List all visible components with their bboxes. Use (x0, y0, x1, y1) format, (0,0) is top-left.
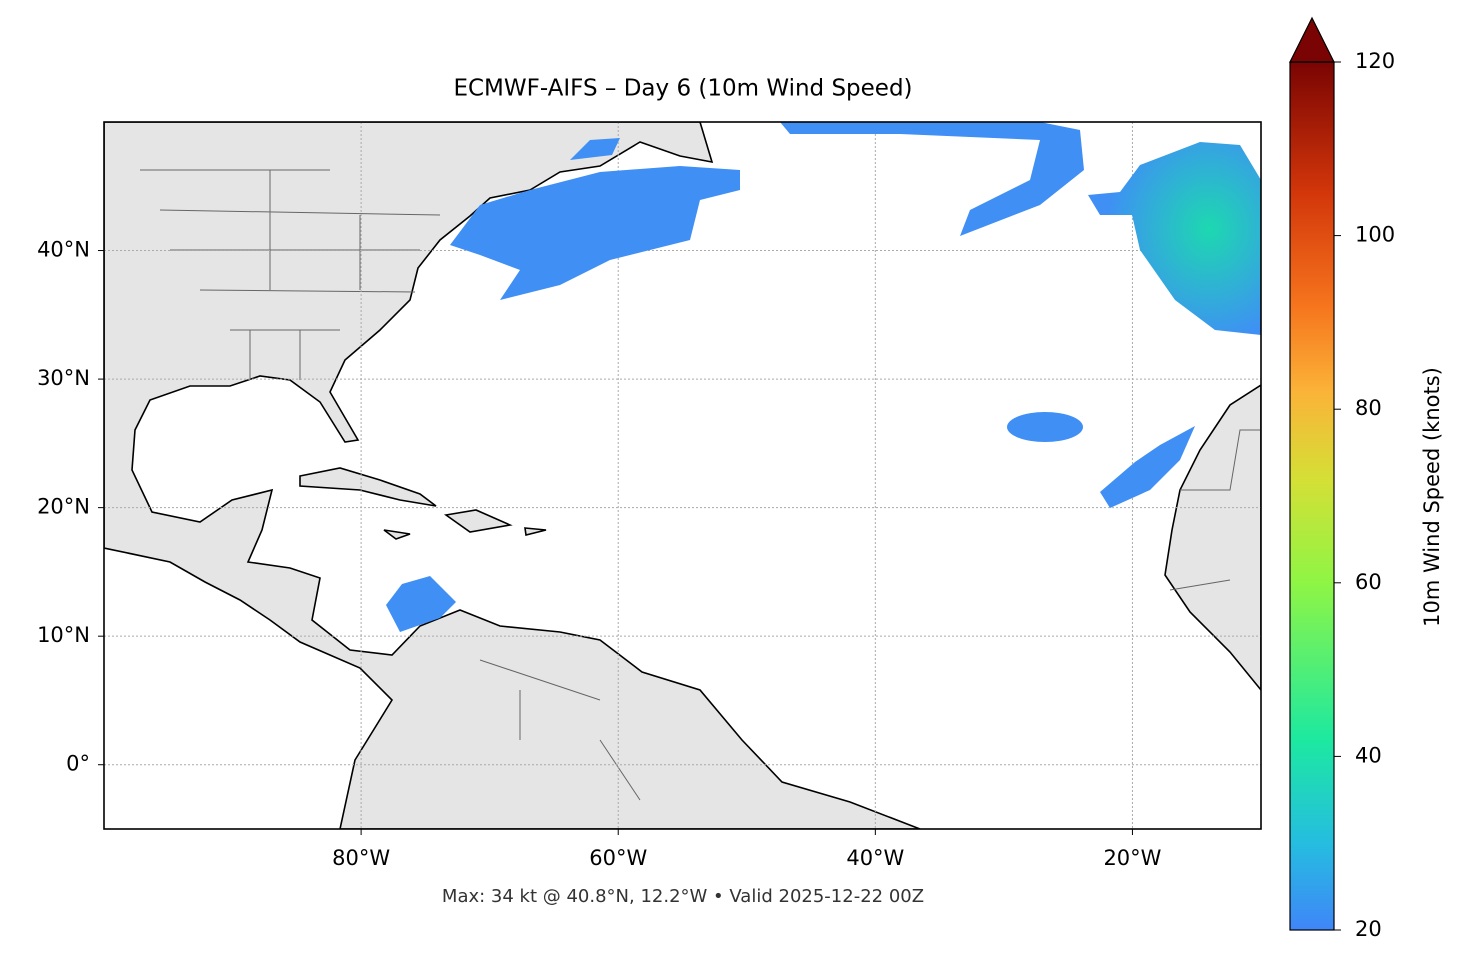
land-americas (104, 122, 921, 829)
colorbar-label: 10m Wind Speed (knots) (1420, 367, 1444, 627)
wind-area (450, 166, 740, 300)
wind-area (780, 122, 1084, 236)
x-tick-label: 40°W (846, 846, 904, 870)
wind-area (570, 138, 620, 160)
jamaica (383, 529, 411, 540)
wind-area (1100, 426, 1195, 508)
y-tick-label: 10°N (37, 623, 90, 647)
hispaniola (443, 509, 513, 533)
x-tick-label: 20°W (1103, 846, 1161, 870)
puerto-rico (524, 527, 547, 536)
y-tick-label: 20°N (37, 495, 90, 519)
colorbar-tick-label: 40 (1355, 743, 1382, 767)
colorbar-tick-label: 60 (1355, 570, 1382, 594)
cuba (299, 467, 437, 507)
colorbar-tick-label: 20 (1355, 917, 1382, 941)
colorbar-frame (1289, 61, 1335, 931)
x-tick-label: 80°W (332, 846, 390, 870)
y-tick-label: 40°N (37, 238, 90, 262)
footer: Max: 34 kt @ 40.8°N, 12.2°W • Valid 2025… (442, 886, 924, 907)
y-tick-label: 30°N (37, 366, 90, 390)
colorbar-tick-label: 120 (1355, 49, 1395, 73)
colorbar-extend (1289, 16, 1335, 63)
colorbar-tick-label: 80 (1355, 396, 1382, 420)
wind-area (1007, 412, 1083, 442)
y-tick-label: 0° (66, 752, 90, 776)
chart-title: ECMWF-AIFS – Day 6 (10m Wind Speed) (453, 76, 912, 102)
colorbar-tick-label: 100 (1355, 223, 1395, 247)
x-tick-label: 60°W (589, 846, 647, 870)
map-frame (103, 121, 1262, 830)
borders (140, 169, 1261, 801)
colorbar (1290, 62, 1334, 930)
wind-area (1088, 142, 1261, 335)
wind-area (386, 576, 456, 632)
map (104, 122, 1261, 829)
land-africa (1164, 384, 1261, 692)
